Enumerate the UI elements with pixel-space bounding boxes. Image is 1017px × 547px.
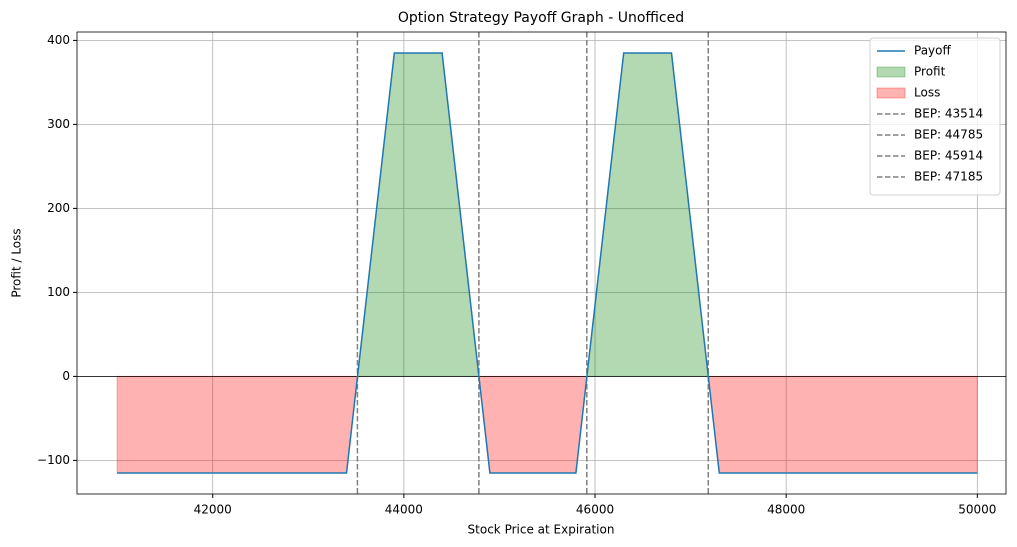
x-tick-label: 46000: [576, 503, 614, 517]
legend-label: Payoff: [914, 44, 951, 58]
y-tick-label: 200: [47, 201, 70, 215]
x-tick-label: 48000: [767, 503, 805, 517]
legend-label: BEP: 47185: [914, 170, 983, 184]
fill-area: [116, 375, 359, 474]
legend-label: BEP: 44785: [914, 128, 983, 142]
y-tick-label: 0: [62, 369, 70, 383]
legend-swatch: [876, 87, 906, 99]
x-tick-label: 50000: [958, 503, 996, 517]
fill-area: [707, 375, 978, 474]
y-tick-label: 400: [47, 33, 70, 47]
plot-frame: [76, 31, 1007, 495]
y-tick-label: −100: [37, 453, 70, 467]
y-axis-label: Profit / Loss: [10, 228, 24, 297]
y-tick-label: 100: [47, 285, 70, 299]
legend-label: BEP: 45914: [914, 149, 983, 163]
chart-title: Option Strategy Payoff Graph - Unofficed: [398, 10, 684, 26]
x-tick-label: 44000: [385, 503, 423, 517]
legend-label: Loss: [914, 86, 940, 100]
legend-label: BEP: 43514: [914, 107, 983, 121]
x-axis-label: Stock Price at Expiration: [468, 523, 615, 537]
fill-area: [478, 375, 588, 474]
legend-label: Profit: [914, 65, 946, 79]
y-tick-label: 300: [47, 117, 70, 131]
payoff-line: [117, 52, 978, 474]
x-tick-label: 42000: [194, 503, 232, 517]
legend-swatch: [876, 66, 906, 78]
